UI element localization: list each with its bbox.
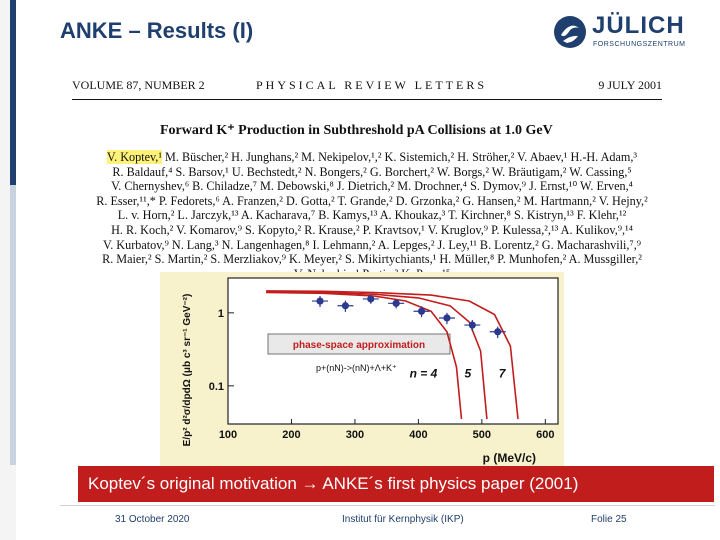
journal-name: PHYSICAL REVIEW LETTERS (256, 78, 487, 92)
bottom-banner: Koptev´s original motivation → ANKE´s fi… (78, 466, 714, 502)
phase-space-curve-n4 (266, 291, 463, 420)
footer-divider (60, 505, 715, 506)
x-tick-label: 400 (409, 429, 427, 441)
author-line: V. Koptev,¹ M. Büscher,² H. Junghans,² M… (82, 150, 662, 165)
header-rule (72, 99, 662, 100)
side-accent-bar (0, 0, 16, 540)
author-line: V. Kurbatov,⁹ N. Lang,³ N. Langenhagen,⁸… (102, 237, 642, 252)
curve-label: 7 (499, 367, 507, 381)
author-line: R. Baldauf,⁴ S. Barsov,¹ U. Bechstedt,² … (112, 164, 632, 179)
x-tick-label: 600 (536, 429, 554, 441)
journal-date: 9 JULY 2001 (598, 78, 662, 92)
author-line-text: M. Büscher,² H. Junghans,² M. Nekipelov,… (162, 150, 638, 164)
data-point (341, 302, 350, 310)
x-tick-label: 200 (282, 429, 300, 441)
phase-space-curve-n5 (266, 290, 488, 420)
y-tick-label: 1 (218, 308, 224, 320)
julich-logo-icon (554, 16, 586, 48)
data-point (443, 314, 451, 322)
author-line: R. Esser,¹¹,* P. Fedorets,⁶ A. Franzen,²… (96, 193, 648, 208)
legend-box-label: phase-space approximation (293, 340, 425, 351)
y-axis-label: E/p² d²σ/dpdΩ (μb c³ sr⁻¹ GeV⁻²) (182, 294, 193, 447)
y-tick-label: 0.1 (209, 381, 224, 393)
x-tick-label: 500 (473, 429, 491, 441)
footer-institute: Institut für Kernphysik (IKP) (342, 514, 464, 525)
x-tick-label: 100 (219, 429, 237, 441)
data-point (417, 307, 426, 315)
data-point (468, 321, 476, 329)
author-line: L. v. Horn,² L. Jarczyk,¹³ A. Kacharava,… (117, 208, 627, 223)
footer-date: 31 October 2020 (115, 514, 190, 525)
author-line: R. Maier,² S. Martin,² S. Merzliakov,⁹ K… (102, 252, 642, 267)
phase-space-curve-n7 (266, 290, 519, 420)
formula-label: p+(nN)->(nN)+Λ+K⁺ (316, 363, 397, 373)
side-bar-light (10, 185, 16, 465)
julich-logo: JÜLICH FORSCHUNGSZENTRUM (552, 12, 702, 52)
logo-wordmark: JÜLICH (592, 12, 685, 39)
journal-header: VOLUME 87, NUMBER 2 PHYSICAL REVIEW LETT… (72, 78, 662, 98)
logo-subtext: FORSCHUNGSZENTRUM (593, 41, 686, 48)
author-line: V. Chernyshev,⁶ B. Chiladze,⁷ M. Debowsk… (111, 179, 633, 194)
footer-page-number: Folie 25 (591, 514, 627, 525)
data-point (367, 295, 375, 303)
data-point (494, 328, 502, 336)
banner-text: Koptev´s original motivation → ANKE´s fi… (88, 474, 579, 493)
slide-title: ANKE – Results (I) (60, 18, 254, 43)
journal-volume: VOLUME 87, NUMBER 2 (72, 78, 205, 92)
paper-title: Forward K⁺ Production in Subthreshold pA… (160, 123, 553, 138)
curve-label: n = 4 (410, 367, 438, 381)
curve-label: 5 (465, 367, 472, 381)
cross-section-chart: phase-space approximation p+(nN)->(nN)+Λ… (182, 277, 559, 465)
chart-panel: phase-space approximation p+(nN)->(nN)+Λ… (160, 272, 564, 468)
side-bar-dark (10, 0, 16, 185)
data-point (392, 299, 400, 307)
author-line: H. R. Koch,² V. Komarov,⁹ S. Kopyto,² R.… (111, 222, 633, 237)
x-axis-label: p (MeV/c) (483, 451, 536, 465)
x-tick-label: 300 (346, 429, 364, 441)
highlighted-author: V. Koptev,¹ (106, 150, 162, 164)
data-point (316, 297, 324, 305)
